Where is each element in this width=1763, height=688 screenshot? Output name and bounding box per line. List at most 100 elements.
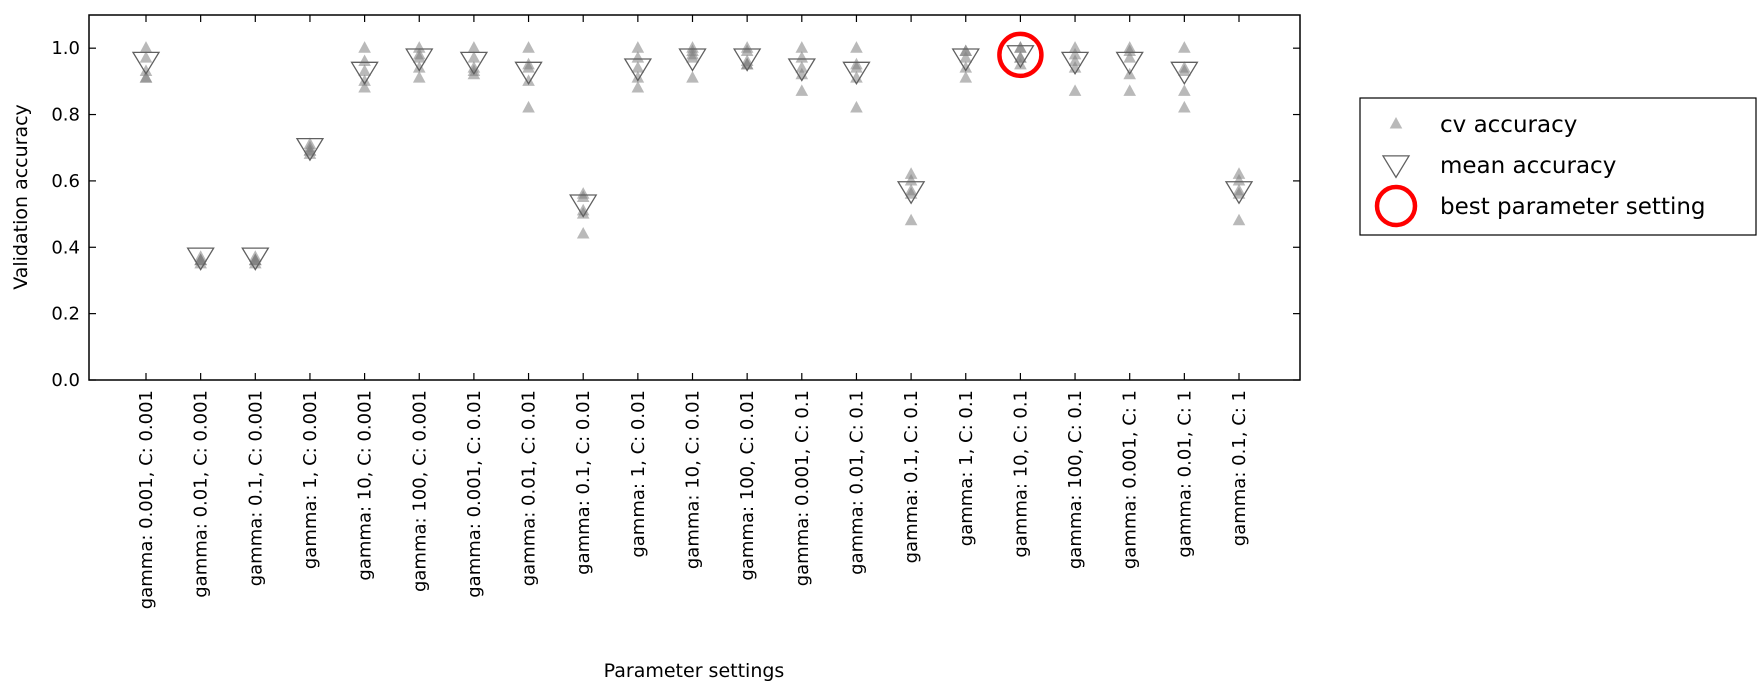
x-tick-label: gamma: 0.1, C: 0.1 (901, 390, 922, 563)
cv-accuracy-point (631, 61, 645, 73)
best-parameter-marker (997, 31, 1044, 79)
mean-accuracy-point (842, 61, 871, 86)
cv-accuracy-point (358, 74, 371, 86)
cv-accuracy-point (412, 71, 426, 83)
mean-accuracy-point (295, 137, 325, 162)
x-tick-label: gamma: 0.01, C: 1 (1174, 390, 1195, 558)
mean-accuracy-point (623, 58, 653, 82)
cv-accuracy-point (303, 137, 317, 149)
legend-cv-accuracy-marker (1389, 117, 1403, 129)
mean-accuracy-point (459, 51, 489, 76)
x-tick-label: gamma: 0.001, C: 1 (1120, 390, 1141, 569)
cv-accuracy-point (1178, 41, 1191, 53)
mean-accuracy-point (678, 48, 707, 72)
mean-accuracy-point (569, 194, 598, 218)
cv-accuracy-point (1232, 167, 1246, 179)
cv-accuracy-point (795, 41, 809, 53)
mean-accuracy-point (186, 247, 215, 271)
cv-accuracy-point (959, 61, 973, 73)
x-tick-label: gamma: 10, C: 0.1 (1010, 390, 1031, 558)
mean-accuracy-point (951, 48, 980, 72)
mean-accuracy-point (1224, 181, 1254, 205)
cv-accuracy-point (1123, 44, 1136, 57)
legend-label: cv accuracy (1440, 112, 1577, 138)
x-tick-label: gamma: 10, C: 0.01 (683, 390, 704, 569)
mean-accuracy-point (1170, 61, 1199, 86)
cv-accuracy-point (1014, 41, 1027, 53)
cv-accuracy-point (959, 71, 973, 83)
cv-accuracy-point (467, 41, 481, 53)
cv-accuracy-point (904, 213, 918, 226)
x-tick-label: gamma: 0.1, C: 0.01 (573, 390, 594, 575)
cv-accuracy-point (358, 64, 371, 76)
cv-accuracy-point (1123, 51, 1136, 63)
cv-accuracy-point (1123, 84, 1136, 96)
cv-accuracy-point (1232, 187, 1246, 199)
cv-accuracy-point (139, 41, 153, 53)
mean-accuracy-point (514, 61, 543, 86)
cv-accuracy-point (1068, 54, 1082, 67)
cv-accuracy-point (576, 190, 590, 203)
x-tick-label: gamma: 0.01, C: 0.1 (846, 390, 867, 575)
cv-accuracy-point (686, 44, 699, 57)
legend-best-parameter-marker (1374, 184, 1418, 228)
x-tick-label: gamma: 100, C: 0.001 (409, 390, 430, 592)
x-tick-label: gamma: 1, C: 0.001 (300, 390, 321, 569)
x-tick-label: gamma: 100, C: 0.01 (737, 390, 758, 581)
x-tick-label: gamma: 100, C: 0.1 (1065, 390, 1086, 569)
legend-mean-accuracy-marker (1381, 155, 1411, 179)
cv-accuracy-point (1178, 100, 1191, 113)
cv-accuracy-point (139, 71, 153, 83)
legend-label: best parameter setting (1440, 194, 1706, 220)
x-tick-label: gamma: 10, C: 0.001 (355, 390, 376, 581)
mean-accuracy-point (405, 48, 434, 72)
y-tick-label: 0.6 (51, 171, 80, 192)
cv-accuracy-point (194, 250, 207, 262)
cv-accuracy-point (467, 51, 481, 63)
x-axis-label: Parameter settings (604, 660, 785, 682)
mean-accuracy-point (1115, 51, 1144, 76)
y-tick-label: 1.0 (51, 38, 80, 59)
x-tick-label: gamma: 0.001, C: 0.1 (792, 390, 813, 586)
cv-accuracy-point (358, 81, 371, 93)
cv-accuracy-point (1178, 64, 1191, 76)
cv-accuracy-point (850, 57, 863, 70)
cv-accuracy-point (522, 41, 535, 53)
y-tick-label: 0.0 (51, 370, 80, 391)
x-tick-label: gamma: 1, C: 0.01 (628, 390, 649, 558)
x-tick-label: gamma: 0.1, C: 0.001 (245, 390, 266, 586)
y-tick-label: 0.4 (51, 237, 80, 258)
cv-accuracy-point (1068, 47, 1082, 60)
cv-accuracy-point (1014, 51, 1027, 63)
cv-accuracy-point (850, 41, 863, 53)
mean-accuracy-point (131, 51, 161, 76)
cv-accuracy-point (740, 54, 754, 67)
cv-accuracy-point (631, 71, 645, 83)
mean-accuracy-point (1006, 45, 1035, 69)
cv-accuracy-point (795, 61, 809, 73)
cv-accuracy-point (850, 100, 863, 113)
cv-accuracy-point (1068, 84, 1082, 96)
legend-frame (1359, 97, 1757, 236)
mean-accuracy-point (241, 247, 270, 271)
cv-accuracy-point (1068, 41, 1082, 53)
x-tick-label: gamma: 0.001, C: 0.001 (136, 390, 157, 609)
cv-accuracy-point (740, 44, 754, 57)
plot-frame (88, 14, 1301, 381)
mean-accuracy-point (896, 181, 926, 205)
x-tick-label: gamma: 0.01, C: 0.01 (519, 390, 540, 586)
cv-accuracy-point (358, 41, 371, 53)
mean-accuracy-point (732, 48, 762, 72)
cv-accuracy-point (904, 187, 918, 199)
cv-accuracy-point (959, 51, 973, 63)
x-axis: gamma: 0.001, C: 0.001 gamma: 0.01, C: 0.… (136, 15, 1250, 609)
cv-accuracy-point (249, 253, 262, 266)
cv-accuracy-point (686, 71, 699, 83)
cv-accuracy-point (139, 51, 153, 63)
plot-markers (131, 31, 1254, 271)
cv-accuracy-point (139, 64, 153, 76)
cv-accuracy-point (904, 173, 918, 186)
cv-accuracy-point (576, 227, 590, 239)
x-tick-label: gamma: 0.1, C: 1 (1229, 390, 1250, 546)
